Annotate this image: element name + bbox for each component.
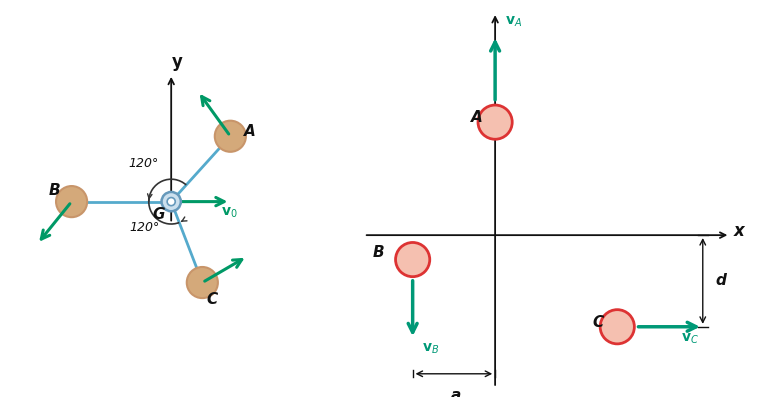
Circle shape xyxy=(478,105,512,139)
Text: A: A xyxy=(244,124,256,139)
Text: G: G xyxy=(153,207,165,222)
Text: C: C xyxy=(207,292,218,307)
Circle shape xyxy=(601,310,634,344)
Text: 120°: 120° xyxy=(129,222,160,235)
Text: d: d xyxy=(715,274,726,289)
Text: $\mathbf{v}_0$: $\mathbf{v}_0$ xyxy=(221,205,238,220)
Text: B: B xyxy=(49,183,60,198)
Circle shape xyxy=(215,121,246,152)
Text: a: a xyxy=(450,388,461,397)
Circle shape xyxy=(161,192,181,211)
Circle shape xyxy=(396,243,430,277)
Text: x: x xyxy=(733,222,744,240)
Text: $\mathbf{v}_A$: $\mathbf{v}_A$ xyxy=(506,14,523,29)
Circle shape xyxy=(186,267,218,298)
Text: A: A xyxy=(471,110,482,125)
Text: $\mathbf{v}_C$: $\mathbf{v}_C$ xyxy=(681,332,699,347)
Text: y: y xyxy=(172,53,183,71)
Text: $\mathbf{v}_B$: $\mathbf{v}_B$ xyxy=(422,341,439,356)
Text: 120°: 120° xyxy=(128,157,158,170)
Text: C: C xyxy=(593,315,604,330)
Circle shape xyxy=(56,186,87,217)
Text: B: B xyxy=(373,245,384,260)
Circle shape xyxy=(167,198,175,206)
